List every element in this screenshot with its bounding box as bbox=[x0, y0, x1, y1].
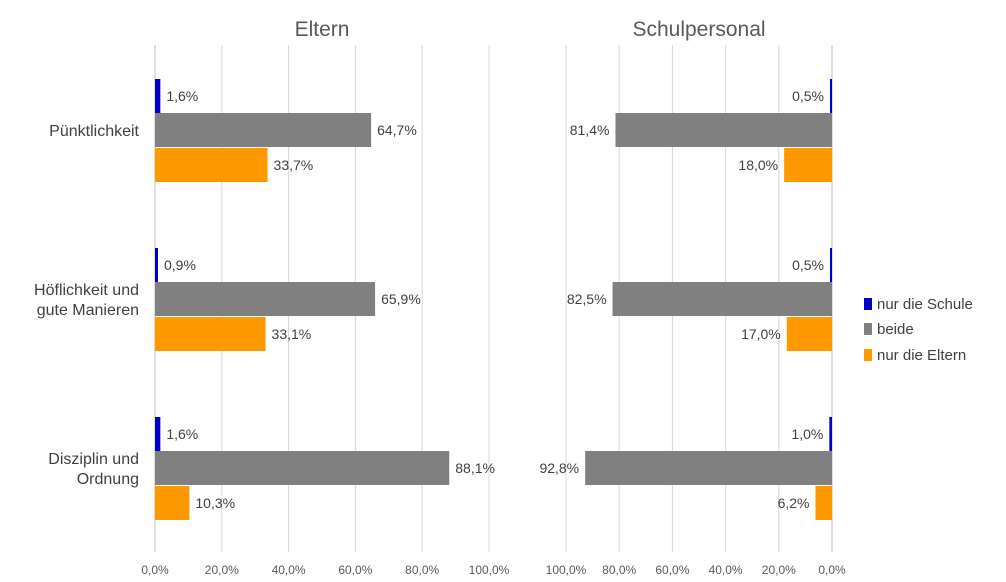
data-label: 92,8% bbox=[539, 460, 579, 476]
data-label: 18,0% bbox=[738, 157, 778, 173]
data-label: 0,5% bbox=[792, 88, 824, 104]
legend-swatch bbox=[864, 323, 872, 335]
data-label: 1,0% bbox=[791, 426, 823, 442]
bar bbox=[155, 248, 159, 282]
category-label: Höflichkeit und bbox=[34, 282, 139, 299]
panel-title: Schulpersonal bbox=[632, 18, 765, 41]
tick-label: 0,0% bbox=[818, 563, 846, 577]
data-labels: 1,6% 64,7% 33,7% 0,9% 65,9% 33,1% 1,6% 88,1% 10,… bbox=[164, 88, 824, 511]
data-label: 1,6% bbox=[166, 426, 198, 442]
category-label: Ordnung bbox=[77, 471, 139, 488]
legend: nur die Schule beide nur die Eltern bbox=[864, 296, 973, 364]
tick-label: 80,0% bbox=[405, 563, 439, 577]
tick-label: 60,0% bbox=[338, 563, 372, 577]
tick-label: 100,0% bbox=[546, 563, 587, 577]
data-label: 33,7% bbox=[274, 157, 314, 173]
bar bbox=[784, 148, 832, 182]
legend-label: nur die Schule bbox=[877, 296, 973, 313]
bar bbox=[155, 486, 190, 520]
tick-label: 20,0% bbox=[762, 563, 796, 577]
bar bbox=[815, 486, 832, 520]
tick-label: 80,0% bbox=[602, 563, 636, 577]
data-label: 64,7% bbox=[377, 122, 417, 138]
data-label: 6,2% bbox=[778, 495, 810, 511]
data-label: 33,1% bbox=[272, 326, 312, 342]
bar bbox=[830, 248, 832, 282]
bar bbox=[155, 113, 372, 147]
tick-label: 0,0% bbox=[141, 563, 169, 577]
data-label: 88,1% bbox=[455, 460, 495, 476]
tick-label: 60,0% bbox=[655, 563, 689, 577]
legend-swatch bbox=[864, 349, 872, 361]
data-label: 1,6% bbox=[166, 88, 198, 104]
legend-label: beide bbox=[877, 321, 914, 338]
bar bbox=[155, 451, 450, 485]
legend-swatch bbox=[864, 298, 872, 310]
category-label: Disziplin und bbox=[48, 451, 139, 468]
bar bbox=[829, 417, 832, 451]
bar bbox=[612, 282, 832, 316]
bar bbox=[155, 148, 268, 182]
data-label: 65,9% bbox=[381, 291, 421, 307]
bar bbox=[786, 317, 832, 351]
category-label: Pünktlichkeit bbox=[49, 123, 139, 140]
bars bbox=[155, 79, 832, 520]
bar bbox=[155, 417, 161, 451]
bar bbox=[155, 79, 161, 113]
data-label: 82,5% bbox=[567, 291, 607, 307]
bar bbox=[155, 317, 266, 351]
panel-title: Eltern bbox=[295, 18, 350, 41]
data-label: 81,4% bbox=[570, 122, 610, 138]
tick-label: 20,0% bbox=[205, 563, 239, 577]
data-label: 10,3% bbox=[195, 495, 235, 511]
legend-label: nur die Eltern bbox=[877, 347, 966, 364]
data-label: 0,5% bbox=[792, 257, 824, 273]
bar bbox=[585, 451, 832, 485]
tick-label: 40,0% bbox=[272, 563, 306, 577]
data-label: 17,0% bbox=[741, 326, 781, 342]
axes: Eltern 0,0% 20,0% 40,0% 60,0% 80,0% 100,0% Schu… bbox=[34, 18, 846, 577]
data-label: 0,9% bbox=[164, 257, 196, 273]
tick-label: 100,0% bbox=[469, 563, 510, 577]
tick-label: 40,0% bbox=[709, 563, 743, 577]
bar bbox=[155, 282, 376, 316]
category-label: gute Manieren bbox=[37, 302, 139, 319]
bar bbox=[830, 79, 832, 113]
bar bbox=[615, 113, 832, 147]
